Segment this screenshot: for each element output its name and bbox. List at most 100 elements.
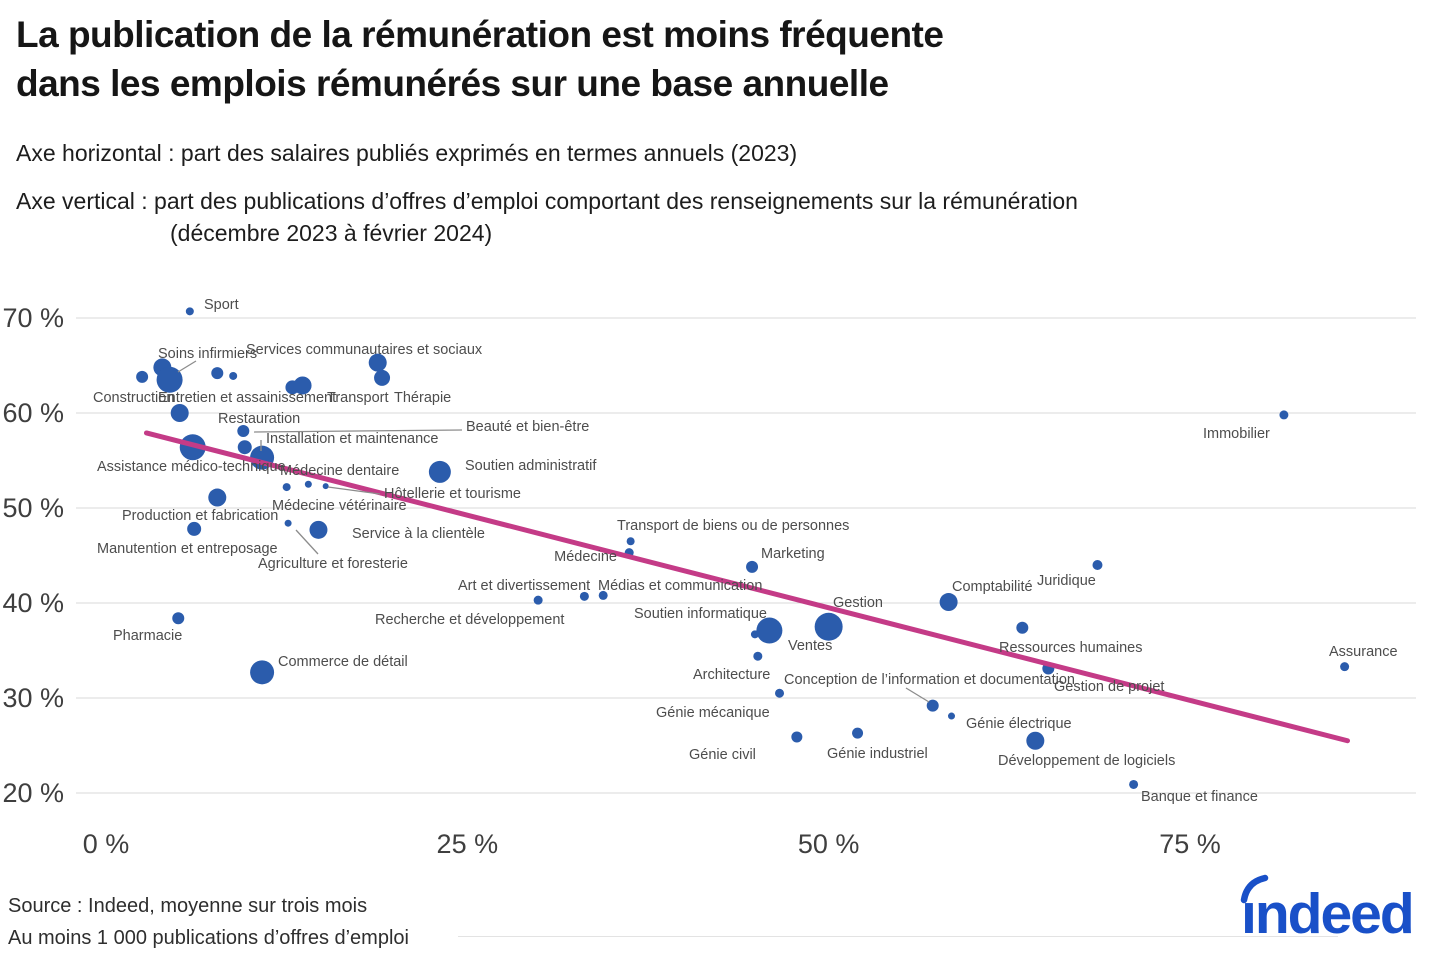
bubble-architecture: [753, 651, 763, 661]
label-marketing: Marketing: [761, 546, 825, 562]
indeed-logo-swoosh-icon: [1240, 874, 1269, 904]
y-tick-40: 40 %: [2, 588, 64, 618]
bubble-gestion: [814, 612, 843, 641]
bubble-therapie: [374, 369, 391, 386]
bubble-entretien-et-assainissement: [170, 404, 189, 422]
label-commerce-de-detail: Commerce de détail: [278, 654, 408, 670]
chart-title-line2: dans les emplois rémunérés sur une base …: [16, 63, 889, 104]
bubble-unlabeled: [229, 371, 238, 380]
bubble-juridique: [1092, 560, 1103, 570]
bubble-ventes: [756, 617, 783, 644]
label-art-et-divertissement: Art et divertissement: [458, 578, 590, 594]
label-hotellerie-et-tourisme: Hôtellerie et tourisme: [384, 486, 521, 502]
y-tick-30: 30 %: [2, 683, 64, 713]
label-transport: Transport: [327, 390, 389, 406]
label-restauration: Restauration: [218, 411, 300, 427]
sample-note: Au moins 1 000 publications d’offres d’e…: [8, 927, 409, 949]
label-sport: Sport: [204, 297, 239, 313]
label-genie-mecanique: Génie mécanique: [656, 705, 770, 721]
label-ventes: Ventes: [788, 638, 832, 654]
x-tick-0: 0 %: [83, 829, 130, 859]
label-recherche-et-developpement: Recherche et développement: [375, 612, 564, 628]
bubble-restauration: [237, 425, 250, 438]
label-assurance: Assurance: [1329, 644, 1398, 660]
bubble-genie-industriel: [852, 727, 864, 739]
leader-hotellerie-et-tourisme: [327, 486, 381, 495]
source-note: Source : Indeed, moyenne sur trois mois: [8, 895, 368, 917]
label-medecine-dentaire: Médecine dentaire: [280, 463, 399, 479]
label-banque-et-finance: Banque et finance: [1141, 789, 1258, 805]
leader-soins-infirmiers: [177, 360, 197, 373]
chart-title-line1: La publication de la rémunération est mo…: [16, 14, 944, 55]
bubble-immobilier: [1279, 410, 1289, 420]
leader-agriculture-et-foresterie: [295, 529, 319, 555]
leader-beaute-et-bien-etre: [253, 429, 463, 433]
bubble-soutien-administratif: [428, 460, 451, 483]
bubble-banque-et-finance: [1129, 779, 1139, 789]
bubble-medecine-veterinaire: [304, 480, 312, 488]
bubble-medias-et-communication: [598, 590, 608, 600]
footer-divider: [458, 936, 1338, 937]
label-genie-electrique: Génie électrique: [966, 716, 1072, 732]
label-medias-et-communication: Médias et communication: [598, 578, 762, 594]
bubble-medecine-dentaire: [282, 483, 291, 492]
label-therapie: Thérapie: [394, 390, 451, 406]
bubble-conception-de-l-information-et-documentation: [926, 699, 939, 712]
label-pharmacie: Pharmacie: [113, 628, 182, 644]
bubble-transport: [293, 376, 312, 395]
y-tick-50: 50 %: [2, 493, 64, 523]
label-production-et-fabrication: Production et fabrication: [122, 508, 278, 524]
bubble-art-et-divertissement: [579, 591, 589, 601]
label-medecine-veterinaire: Médecine vétérinaire: [272, 498, 407, 514]
label-medecine: Médecine: [554, 549, 617, 565]
label-ressources-humaines: Ressources humaines: [999, 640, 1142, 656]
label-gestion: Gestion: [833, 595, 883, 611]
x-tick-75: 75 %: [1159, 829, 1221, 859]
axis-note-vertical-line1: Axe vertical : part des publications d’o…: [16, 188, 1078, 214]
trend-line: [143, 430, 1351, 744]
bubble-construction: [136, 370, 149, 383]
label-beaute-et-bien-etre: Beauté et bien-être: [466, 419, 589, 435]
label-soins-infirmiers: Soins infirmiers: [158, 346, 257, 362]
label-soutien-informatique: Soutien informatique: [634, 606, 767, 622]
label-comptabilite: Comptabilité: [952, 579, 1033, 595]
bubble-genie-mecanique: [775, 688, 785, 698]
label-soutien-administratif: Soutien administratif: [465, 458, 597, 474]
label-installation-et-maintenance: Installation et maintenance: [266, 431, 439, 447]
indeed-logo: ındeed: [1240, 874, 1415, 942]
label-agriculture-et-foresterie: Agriculture et foresterie: [258, 556, 408, 572]
label-juridique: Juridique: [1037, 573, 1096, 589]
bubble-agriculture-et-foresterie: [284, 519, 292, 527]
leader-conception-de-l-information-et-documentation: [905, 687, 930, 703]
bubble-ressources-humaines: [1016, 621, 1029, 634]
label-construction: Construction: [93, 390, 174, 406]
bubble-genie-electrique: [948, 712, 956, 720]
bubble-assurance: [1340, 662, 1350, 672]
label-assistance-medico-technique: Assistance médico-technique: [97, 459, 286, 475]
bubble-recherche-et-developpement: [533, 595, 543, 605]
x-tick-50: 50 %: [798, 829, 860, 859]
bubble-unlabeled: [211, 367, 224, 380]
bubble-soins-infirmiers: [156, 366, 183, 393]
y-tick-20: 20 %: [2, 778, 64, 808]
label-genie-industriel: Génie industriel: [827, 746, 928, 762]
bubble-pharmacie: [172, 612, 185, 625]
label-transport-de-biens-ou-de-personnes: Transport de biens ou de personnes: [617, 518, 849, 534]
bubble-production-et-fabrication: [208, 488, 227, 507]
bubble-beaute-et-bien-etre: [237, 440, 252, 455]
label-genie-civil: Génie civil: [689, 747, 756, 763]
bubble-hotellerie-et-tourisme: [322, 483, 329, 490]
indeed-logo-text: ındeed: [1241, 882, 1413, 942]
bubble-service-a-la-clientele: [309, 520, 328, 539]
label-service-a-la-clientele: Service à la clientèle: [352, 526, 485, 542]
y-tick-70: 70 %: [2, 303, 64, 333]
bubble-commerce-de-detail: [250, 660, 275, 685]
bubble-developpement-de-logiciels: [1026, 731, 1045, 750]
axis-note-vertical-line2: (décembre 2023 à février 2024): [170, 220, 493, 246]
bubble-marketing: [746, 560, 759, 573]
label-conception-de-l-information-et-documentation: Conception de l’information et documenta…: [784, 672, 1075, 688]
bubble-services-communautaires-et-sociaux: [368, 353, 387, 372]
y-tick-60: 60 %: [2, 398, 64, 428]
bubble-transport-de-biens-ou-de-personnes: [626, 537, 635, 546]
